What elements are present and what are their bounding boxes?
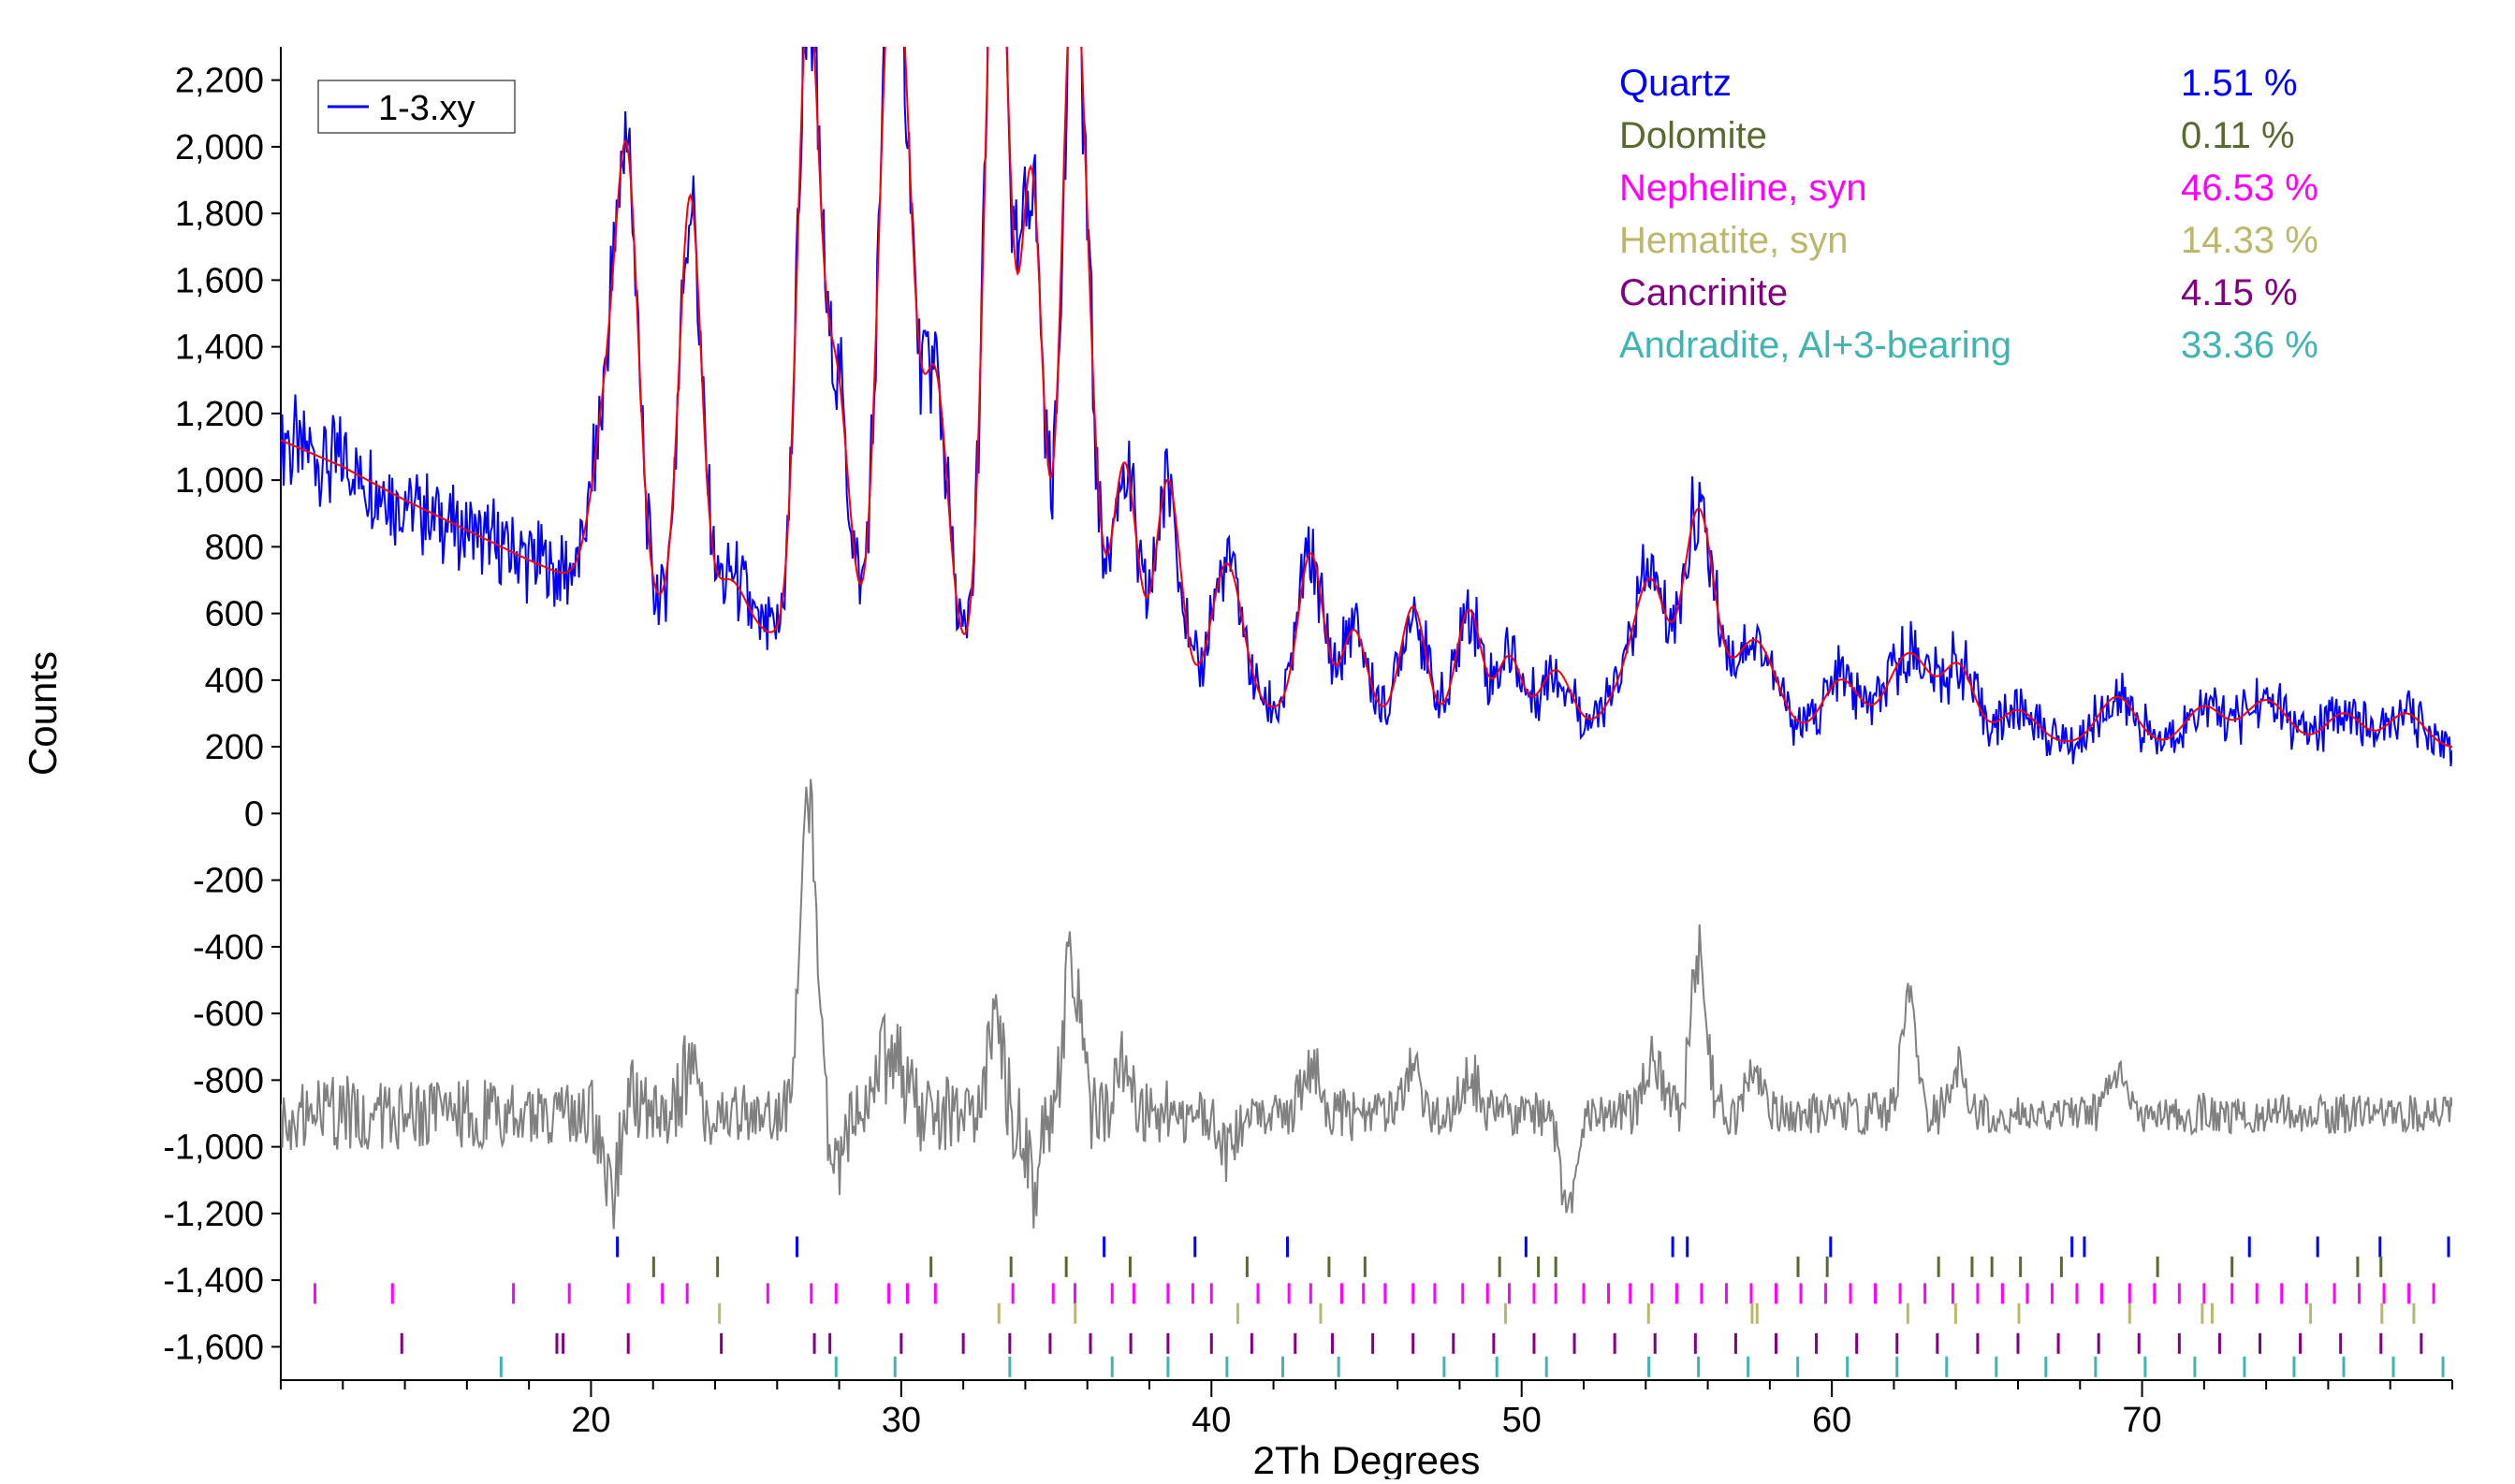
y-tick-label: -400 [193, 928, 264, 968]
y-tick-label: 2,200 [175, 62, 264, 101]
y-tick-label: -1,600 [163, 1328, 264, 1367]
series-calculated [281, 0, 2452, 747]
y-tick-label: 800 [205, 528, 264, 567]
phase-name: Quartz [1619, 63, 1732, 104]
y-tick-label: 1,400 [175, 328, 264, 368]
legend: 1-3.xy [318, 80, 515, 133]
x-tick-label: 60 [1812, 1401, 1851, 1440]
y-tick-label: -1,000 [163, 1128, 264, 1168]
y-tick-label: 1,200 [175, 395, 264, 434]
y-tick-label: -600 [193, 995, 264, 1034]
phase-name: Andradite, Al+3-bearing [1619, 325, 2011, 366]
x-tick-label: 20 [571, 1401, 610, 1440]
y-tick-label: 1,000 [175, 461, 264, 501]
y-tick-label: -1,400 [163, 1261, 264, 1301]
phase-name: Nepheline, syn [1619, 167, 1867, 209]
x-tick-label: 40 [1192, 1401, 1231, 1440]
x-tick-label: 50 [1502, 1401, 1542, 1440]
y-tick-label: 600 [205, 595, 264, 634]
phase-value: 1.51 % [2181, 63, 2298, 104]
legend-label: 1-3.xy [378, 89, 475, 128]
phase-value: 33.36 % [2181, 325, 2318, 366]
plot-area [281, 0, 2452, 1377]
phase-name: Dolomite [1619, 115, 1767, 156]
phase-value: 4.15 % [2181, 272, 2298, 313]
y-tick-label: 400 [205, 662, 264, 701]
xrd-svg: -1,600 -1,400 -1,200 -1,000 -800 -600 -400 -200… [0, 0, 2515, 1479]
xrd-plot: -1,600 -1,400 -1,200 -1,000 -800 -600 -400 -200… [0, 0, 2515, 1479]
series-difference [281, 779, 2452, 1229]
phase-value: 46.53 % [2181, 167, 2318, 209]
y-tick-label: -800 [193, 1061, 264, 1100]
series-observed [281, 0, 2452, 766]
y-tick-label: -1,200 [163, 1195, 264, 1234]
x-tick-label: 70 [2122, 1401, 2161, 1440]
x-axis-label: 2Th Degrees [1253, 1438, 1481, 1479]
phase-name: Cancrinite [1619, 272, 1788, 313]
y-tick-label: -200 [193, 862, 264, 901]
y-tick-label: 0 [244, 794, 264, 834]
phase-value: 14.33 % [2181, 220, 2318, 261]
y-tick-label: 1,600 [175, 261, 264, 300]
phase-value: 0.11 % [2181, 115, 2295, 156]
y-tick-label: 1,800 [175, 195, 264, 234]
y-tick-label: 200 [205, 728, 264, 767]
x-tick-label: 30 [882, 1401, 921, 1440]
y-tick-label: 2,000 [175, 128, 264, 167]
y-axis-label: Counts [21, 651, 65, 776]
phase-name: Hematite, syn [1619, 220, 1849, 261]
